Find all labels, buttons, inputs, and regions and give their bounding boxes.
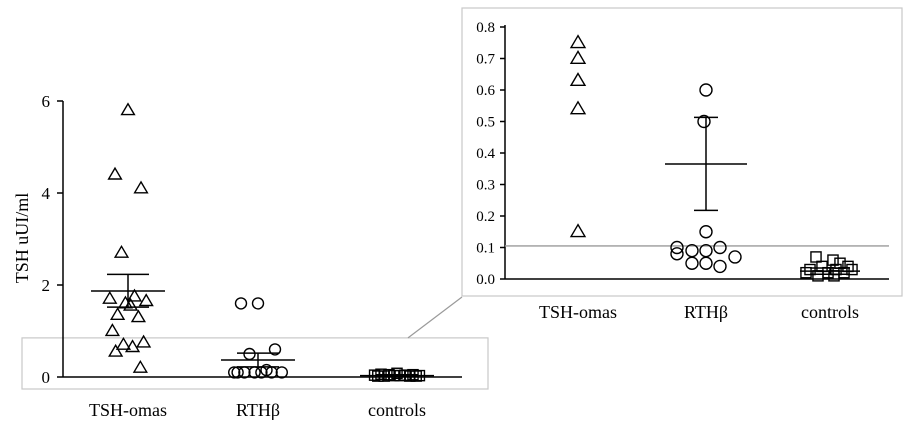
- main-point-tsh-omas: [102, 290, 118, 304]
- main-y-tick-label-2: 2: [42, 276, 51, 295]
- main-y-tick-label-6: 6: [42, 92, 51, 111]
- main-point-tsh-omas: [138, 293, 154, 307]
- inset-y-tick-label-0-0: 0.0: [476, 272, 495, 288]
- inset-point-controls: [810, 251, 822, 263]
- inset-x-categories: TSH-omas RTHβ controls: [539, 302, 859, 322]
- main-y-tick-label-4: 4: [42, 184, 51, 203]
- main-y-axis-label: TSH uUI/ml: [12, 193, 32, 284]
- inset-category-label-tsh-omas: TSH-omas: [539, 302, 617, 322]
- main-point-rth: [251, 297, 265, 310]
- inset-point-rth: [670, 240, 684, 255]
- inset-point-rth: [713, 240, 727, 255]
- main-mean-sem-bars: [91, 273, 434, 378]
- inset-y-ticks: 0.0 0.1 0.2 0.3 0.4 0.5 0.6 0.7 0.8: [476, 20, 505, 288]
- inset-category-label-controls: controls: [801, 302, 859, 322]
- inset-category-label-rth: RTHβ: [684, 302, 728, 322]
- inset-point-rth: [728, 250, 742, 264]
- inset-point-rth: [699, 83, 713, 97]
- inset-point-controls: [816, 260, 828, 273]
- inset-frame: [461, 7, 903, 297]
- main-data-points: [102, 102, 426, 382]
- main-scatter-panel: TSH uUI/ml 0 2 4 6 TSH-omas RTHβ controls: [12, 92, 489, 420]
- main-point-controls: [391, 367, 403, 380]
- main-point-rth: [243, 347, 256, 361]
- inset-y-tick-label-0-7: 0.7: [476, 52, 495, 68]
- inset-point-rth: [699, 225, 713, 239]
- inset-data-points: [569, 34, 858, 282]
- main-point-tsh-omas: [109, 307, 126, 320]
- inset-point-rth: [699, 256, 713, 270]
- inset-point-tsh-omas: [569, 223, 587, 238]
- inset-y-tick-label-0-3: 0.3: [476, 178, 495, 194]
- main-point-tsh-omas: [107, 166, 123, 180]
- main-point-tsh-omas: [108, 343, 124, 357]
- inset-point-tsh-omas: [569, 50, 587, 64]
- inset-point-rth: [713, 259, 727, 274]
- main-point-tsh-omas: [133, 180, 149, 194]
- inset-point-rth: [697, 114, 711, 129]
- main-point-tsh-omas: [120, 102, 136, 116]
- main-point-tsh-omas: [124, 339, 141, 353]
- zoom-region-box: [21, 337, 489, 390]
- inset-y-tick-label-0-4: 0.4: [476, 146, 495, 162]
- main-point-rth: [227, 366, 241, 379]
- inset-point-tsh-omas: [569, 100, 587, 115]
- main-y-tick-label-0: 0: [42, 368, 51, 387]
- inset-y-tick-label-0-6: 0.6: [476, 83, 495, 99]
- inset-point-rth: [685, 256, 699, 270]
- main-point-tsh-omas: [132, 359, 148, 373]
- main-y-ticks: 0 2 4 6: [42, 92, 63, 387]
- inset-point-controls: [827, 254, 839, 266]
- inset-mean-sem-bars: [665, 116, 860, 276]
- main-point-tsh-omas: [113, 244, 130, 258]
- inset-point-tsh-omas: [569, 72, 587, 87]
- inset-y-tick-label-0-2: 0.2: [476, 209, 495, 225]
- inset-point-controls: [846, 263, 858, 276]
- main-category-label-rth: RTHβ: [236, 400, 280, 420]
- main-point-tsh-omas: [135, 334, 152, 348]
- main-point-tsh-omas: [115, 336, 132, 350]
- main-point-tsh-omas: [126, 288, 143, 302]
- main-category-label-controls: controls: [368, 400, 426, 420]
- main-x-categories: TSH-omas RTHβ controls: [89, 400, 426, 420]
- zoom-connector-line: [407, 296, 463, 339]
- main-category-label-tsh-omas: TSH-omas: [89, 400, 167, 420]
- inset-point-tsh-omas: [569, 34, 587, 49]
- inset-y-tick-label-0-8: 0.8: [476, 20, 495, 36]
- inset-point-rth: [670, 247, 684, 261]
- main-point-tsh-omas: [130, 309, 147, 323]
- inset-y-tick-label-0-1: 0.1: [476, 241, 495, 257]
- main-point-rth: [275, 366, 288, 379]
- main-point-tsh-omas: [104, 323, 121, 337]
- inset-point-controls: [800, 266, 812, 279]
- inset-scatter-panel: 0.0 0.1 0.2 0.3 0.4 0.5 0.6 0.7 0.8 TSH-omas RTHβ…: [461, 7, 903, 322]
- main-point-rth: [268, 343, 282, 356]
- inset-y-tick-label-0-5: 0.5: [476, 115, 495, 131]
- main-point-rth: [234, 297, 248, 310]
